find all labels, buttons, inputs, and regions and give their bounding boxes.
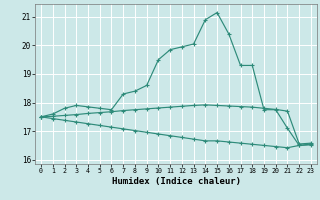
X-axis label: Humidex (Indice chaleur): Humidex (Indice chaleur)	[111, 177, 241, 186]
